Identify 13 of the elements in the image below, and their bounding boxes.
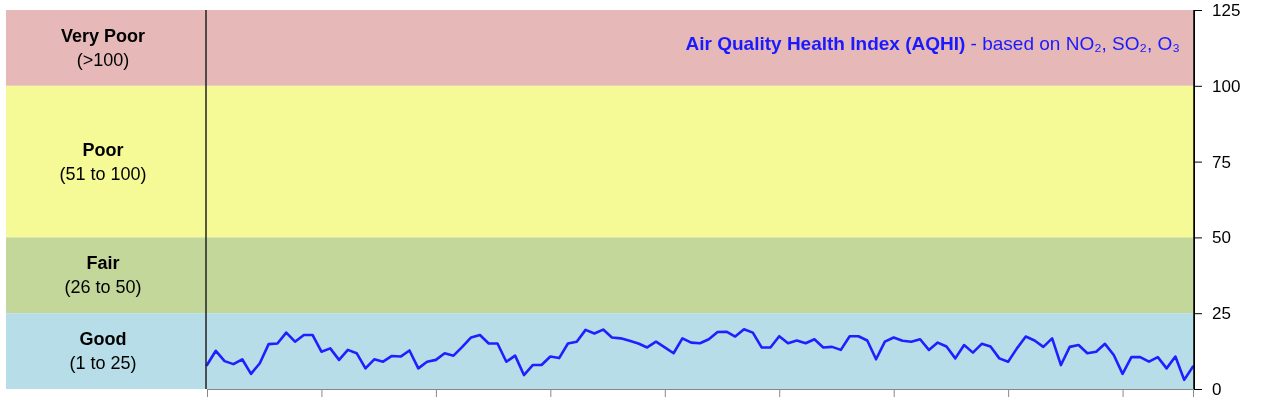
text: Air Quality Health Index (AQHI) [685, 33, 966, 54]
text: - based on NO₂, SO₂, O₃ [965, 33, 1180, 54]
y-tick-label: 75 [1212, 152, 1231, 172]
y-tick-label: 50 [1212, 228, 1231, 248]
line-series [205, 327, 1195, 382]
band-label: Poor (51 to 100) [59, 139, 147, 184]
band-label: Very Poor (>100) [60, 25, 146, 70]
y-tick-label: 125 [1212, 0, 1241, 20]
y-tick-label: 100 [1212, 76, 1241, 96]
y-tick-label: 0 [1212, 379, 1222, 399]
band-label: Good (1 to 25) [69, 329, 137, 374]
y-tick-label: 25 [1212, 304, 1231, 324]
band-label: Fair (26 to 50) [64, 253, 142, 298]
